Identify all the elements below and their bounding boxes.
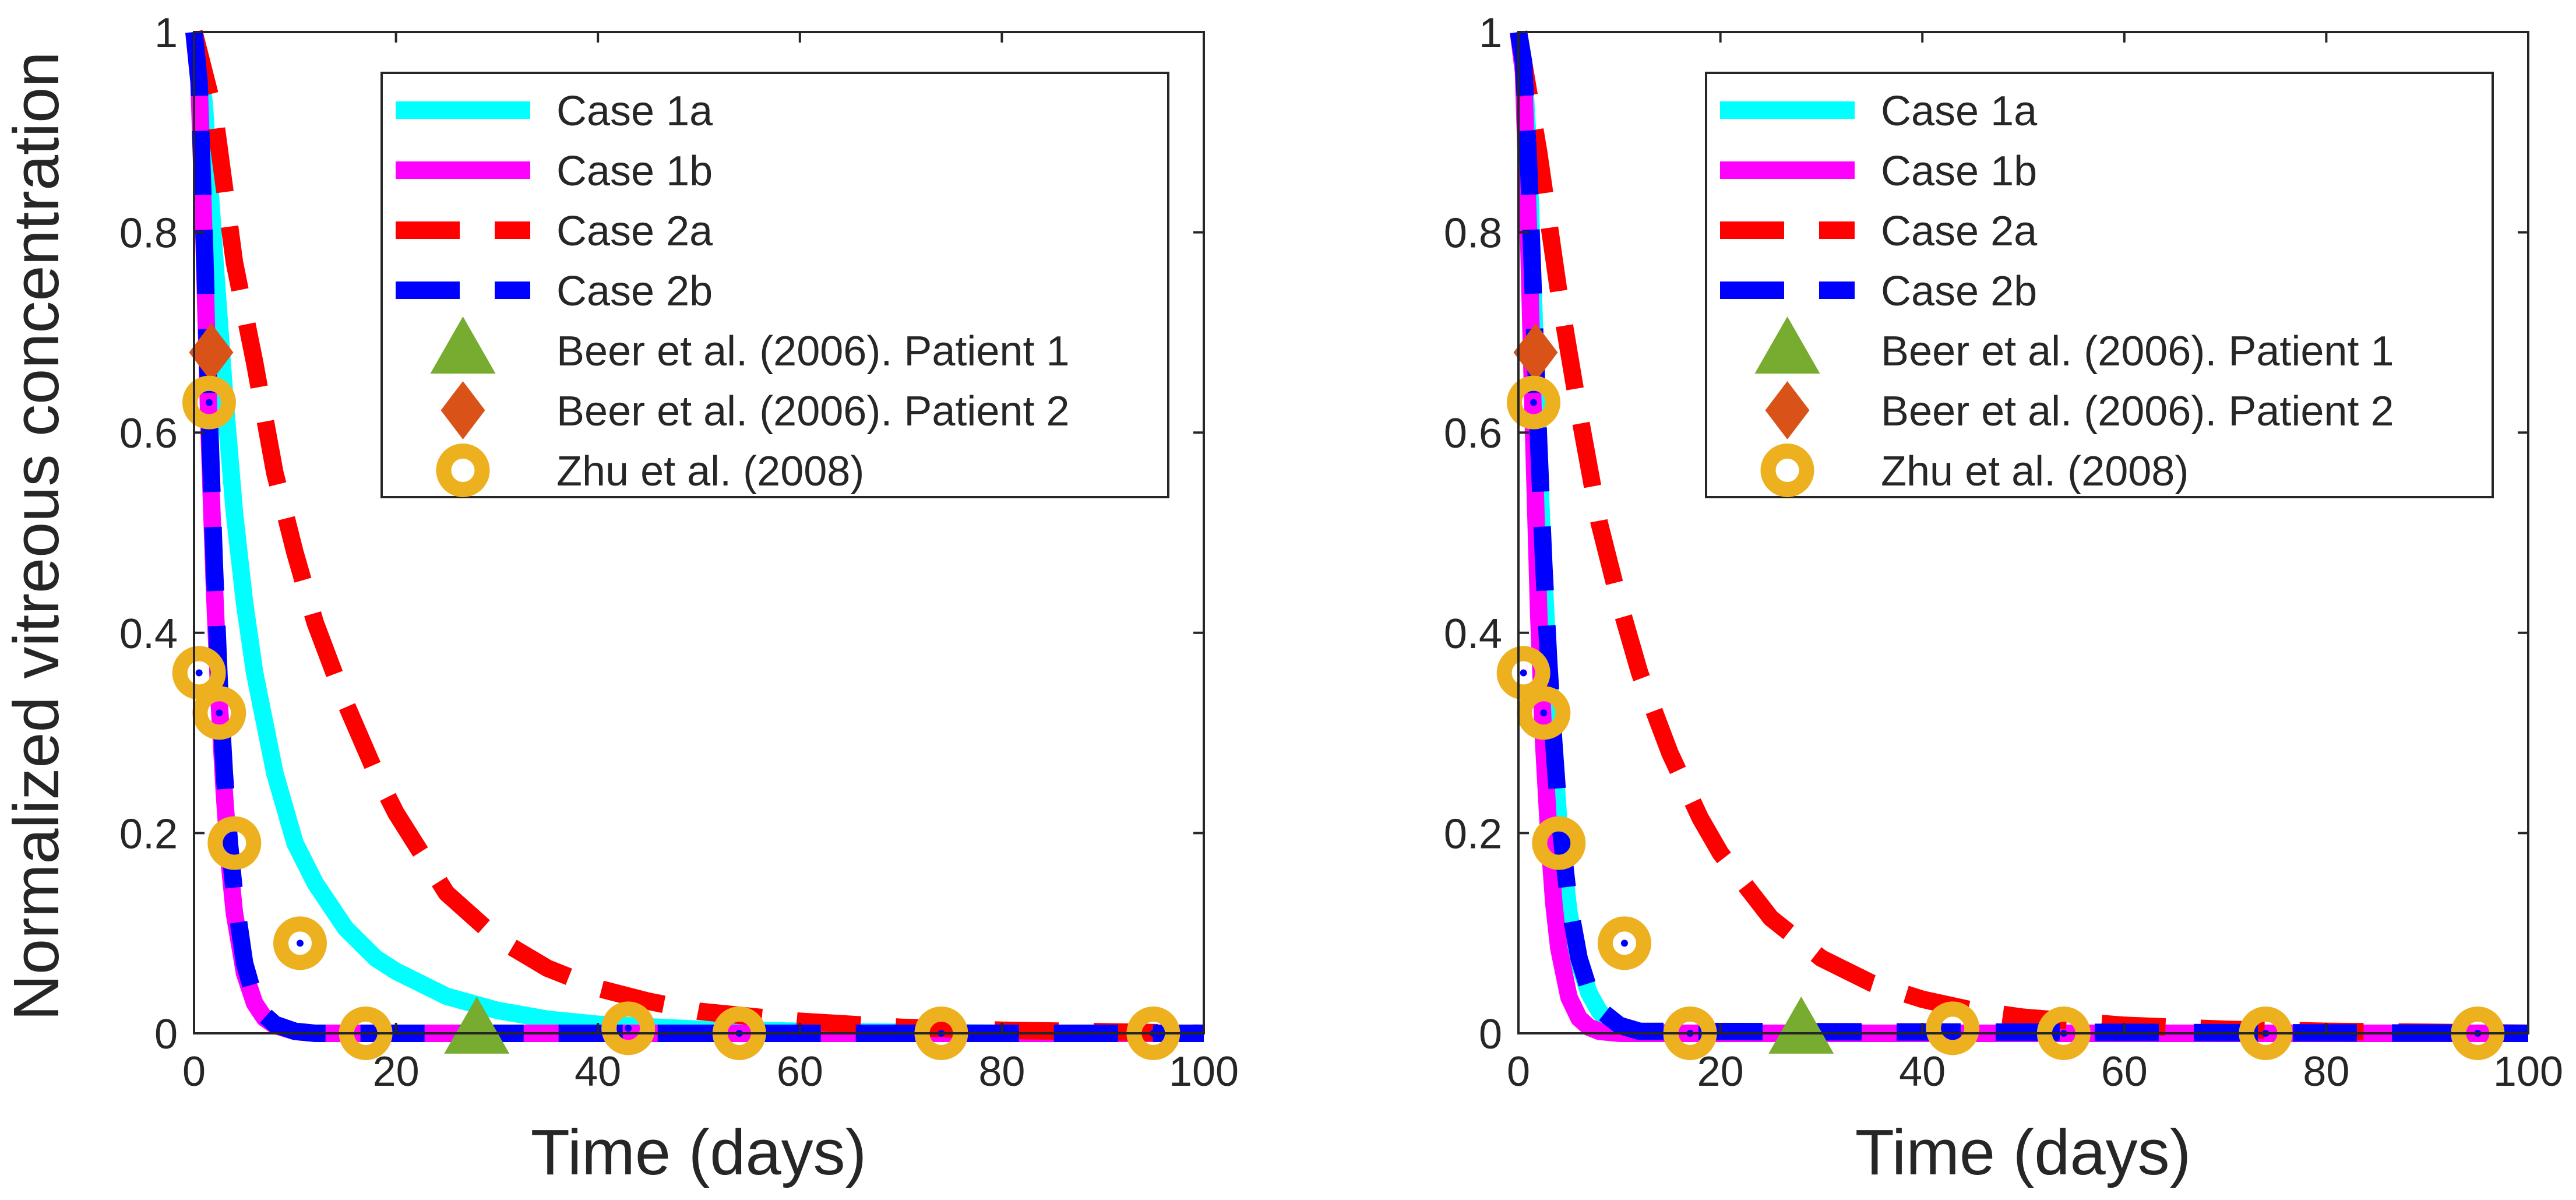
data-point-center [231, 839, 238, 847]
y-tick-label: 0 [1479, 1011, 1502, 1058]
legend: Case 1a Case 1b Case 2a Case 2b Beer et al. … [380, 72, 1169, 498]
y-tick-label: 0 [154, 1011, 178, 1058]
data-point-center [1620, 939, 1628, 947]
legend-label: Case 2b [556, 268, 713, 315]
data-point-center [216, 709, 223, 717]
y-tick-label: 0.6 [119, 410, 178, 457]
x-axis-title: Time (days) [1855, 1117, 2191, 1188]
data-point [207, 816, 262, 870]
series-line-1 [1510, 31, 2528, 1042]
y-tick-label: 0.6 [1444, 410, 1502, 457]
data-point-center [1540, 709, 1548, 717]
x-tick-label: 80 [2303, 1048, 2349, 1095]
legend-label: Beer et al. (2006). Patient 2 [1881, 388, 2394, 435]
legend-label: Zhu et al. (2008) [1881, 448, 2189, 495]
legend-label: Case 1b [556, 148, 713, 195]
legend-label: Beer et al. (2006). Patient 1 [1881, 328, 2394, 375]
series-line-2 [185, 30, 1204, 1042]
data-point-center [205, 399, 213, 406]
legend-box [380, 72, 1169, 498]
data-point-center [195, 669, 203, 677]
data-point [189, 323, 234, 382]
data-point [1597, 916, 1651, 970]
y-tick-label: 0.8 [1444, 210, 1502, 257]
x-tick-label: 100 [1169, 1048, 1239, 1095]
legend-label: Case 2a [556, 208, 713, 255]
data-point-center [1530, 399, 1537, 406]
legend-label: Case 2b [1881, 268, 2037, 315]
legend-swatch [1760, 444, 1814, 497]
legend-swatch [436, 444, 490, 497]
axes-frame [1517, 31, 2529, 1034]
x-tick-label: 20 [373, 1048, 420, 1095]
data-point [1768, 996, 1834, 1054]
data-point [172, 646, 226, 700]
axes-frame [193, 31, 1205, 1034]
data-point [182, 375, 236, 430]
data-point [601, 1001, 656, 1055]
data-point-center [625, 1025, 632, 1032]
x-tick-label: 80 [978, 1048, 1025, 1095]
legend-label: Case 2a [1881, 208, 2038, 255]
y-tick-label: 1 [1479, 10, 1502, 57]
legend-label: Case 1b [1881, 148, 2037, 195]
legend-label: Zhu et al. (2008) [556, 448, 864, 495]
legend-label: Case 1a [1881, 88, 2038, 135]
x-tick-label: 60 [2101, 1048, 2148, 1095]
y-tick-label: 1 [154, 10, 178, 57]
legend-swatch-center [1784, 467, 1791, 474]
data-point [1496, 646, 1550, 700]
legend-swatch [1765, 381, 1810, 439]
x-tick-label: 40 [575, 1048, 621, 1095]
x-tick-label: 60 [777, 1048, 823, 1095]
legend: Case 1a Case 1b Case 2a Case 2b Beer et al. … [1705, 72, 2494, 498]
series-line-3 [1510, 30, 2529, 1042]
data-point [1517, 686, 1571, 740]
y-tick-label: 0.8 [119, 210, 178, 257]
legend-swatch [430, 316, 496, 374]
data-point [1506, 375, 1560, 430]
data-point-center [296, 939, 304, 947]
data-point-center [1555, 839, 1563, 847]
legend-label: Beer et al. (2006). Patient 1 [556, 328, 1070, 375]
y-tick-label: 0.2 [1444, 811, 1502, 857]
x-tick-label: 20 [1697, 1048, 1744, 1095]
data-point [1513, 323, 1558, 382]
legend-swatch [441, 381, 485, 439]
y-axis-title: Normalized vitreous concentration [1, 52, 72, 1021]
legend-label: Beer et al. (2006). Patient 2 [556, 388, 1070, 435]
legend-swatch [1754, 316, 1820, 374]
x-tick-label: 40 [1899, 1048, 1946, 1095]
legend-swatch-center [459, 467, 467, 474]
ticks-layer: 0 20 40 60 80 100 0 0.2 0.4 0.6 0.8 1 [1444, 10, 2563, 1095]
legend-label: Case 1a [556, 88, 713, 135]
data-point [1926, 1001, 1980, 1055]
x-tick-label: 100 [2493, 1048, 2563, 1095]
data-point [1532, 816, 1586, 870]
y-tick-label: 0.2 [119, 811, 178, 857]
x-axis-title: Time (days) [531, 1117, 867, 1188]
x-tick-label: 0 [182, 1048, 206, 1095]
data-point-center [1949, 1025, 1957, 1032]
ticks-layer: 0 20 40 60 80 100 0 0.2 0.4 0.6 0.8 1 [119, 10, 1239, 1095]
data-point [192, 686, 246, 740]
markers-layer [1496, 323, 2505, 1060]
data-point-center [1520, 669, 1527, 677]
data-point [444, 996, 510, 1054]
data-point [273, 916, 327, 970]
y-tick-label: 0.4 [119, 611, 178, 657]
y-tick-label: 0.4 [1444, 611, 1502, 657]
series-line-2 [1510, 30, 2529, 1042]
x-tick-label: 0 [1507, 1048, 1530, 1095]
